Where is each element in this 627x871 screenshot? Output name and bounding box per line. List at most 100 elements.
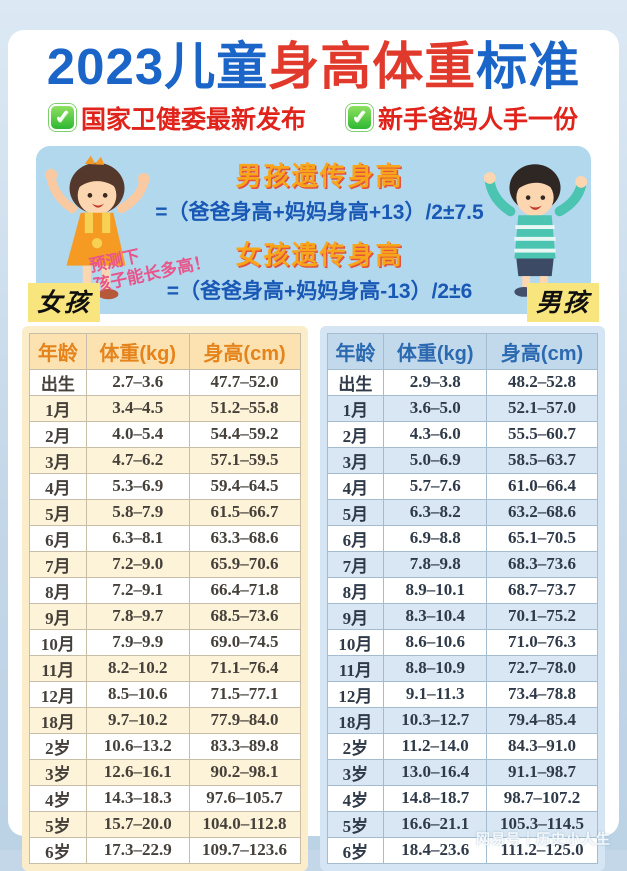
height-cell: 51.2–55.8: [188, 394, 301, 422]
height-cell: 71.1–76.4: [188, 654, 301, 682]
age-cell: 3岁: [29, 758, 87, 786]
age-cell: 5岁: [29, 810, 87, 838]
age-cell: 9月: [29, 602, 87, 630]
weight-cell: 7.9–9.9: [85, 628, 190, 656]
boys-table-panel: 年龄 体重(kg) 身高(cm) 出生 2.9–3.8 48.2–52.8 1月 3.6–5.…: [319, 325, 605, 871]
title-segment-year: 2023儿童: [46, 38, 269, 95]
table-row: 10月 7.9–9.9 69.0–74.5: [29, 628, 301, 656]
check-icon: ✓: [346, 104, 373, 132]
height-cell: 91.1–98.7: [486, 758, 598, 786]
formula-content: 男孩遗传身高 =（爸爸身高+妈妈身高+13）/2±7.5 女孩遗传身高 =（爸爸…: [148, 146, 491, 314]
column-header: 身高(cm): [188, 332, 301, 370]
table-row: 18月 10.3–12.7 79.4–85.4: [326, 706, 598, 734]
genetic-height-formula-panel: 男孩遗传身高 =（爸爸身高+妈妈身高+13）/2±7.5 女孩遗传身高 =（爸爸…: [28, 145, 599, 322]
height-cell: 71.5–77.1: [188, 680, 301, 708]
weight-cell: 18.4–23.6: [383, 836, 488, 864]
table-row: 9月 7.8–9.7 68.5–73.6: [29, 602, 301, 630]
weight-cell: 6.9–8.8: [383, 524, 488, 552]
table-row: 1月 3.6–5.0 52.1–57.0: [326, 394, 598, 422]
height-cell: 47.7–52.0: [188, 368, 301, 396]
girl-formula-equation: =（爸爸身高+妈妈身高-13）/2±6: [166, 279, 473, 303]
weight-cell: 5.3–6.9: [85, 472, 190, 500]
age-cell: 12月: [326, 680, 385, 708]
table-row: 2岁 11.2–14.0 84.3–91.0: [326, 732, 598, 760]
height-cell: 63.2–68.6: [486, 498, 598, 526]
header-row: 年龄 体重(kg) 身高(cm): [29, 332, 301, 370]
weight-cell: 13.0–16.4: [383, 758, 488, 786]
height-cell: 104.0–112.8: [188, 810, 301, 838]
age-cell: 18月: [29, 706, 87, 734]
age-cell: 7月: [29, 550, 87, 578]
weight-cell: 8.5–10.6: [85, 680, 190, 708]
age-cell: 4岁: [326, 784, 385, 812]
age-cell: 6岁: [326, 836, 385, 864]
weight-cell: 10.3–12.7: [383, 706, 488, 734]
height-cell: 109.7–123.6: [188, 836, 301, 864]
height-cell: 83.3–89.8: [188, 732, 301, 760]
height-cell: 58.5–63.7: [486, 446, 598, 474]
height-cell: 71.0–76.3: [486, 628, 598, 656]
badge-row: ✓ 国家卫健委最新发布 ✓ 新手爸妈人手一份: [22, 100, 605, 136]
table-row: 出生 2.9–3.8 48.2–52.8: [326, 368, 598, 396]
age-cell: 2月: [326, 420, 385, 448]
table-row: 出生 2.7–3.6 47.7–52.0: [29, 368, 301, 396]
age-cell: 8月: [29, 576, 87, 604]
height-cell: 61.5–66.7: [188, 498, 301, 526]
weight-cell: 6.3–8.2: [383, 498, 488, 526]
height-cell: 97.6–105.7: [188, 784, 301, 812]
age-cell: 8月: [326, 576, 385, 604]
table-row: 6岁 17.3–22.9 109.7–123.6: [29, 836, 301, 864]
weight-cell: 14.3–18.3: [85, 784, 190, 812]
age-cell: 5月: [29, 498, 87, 526]
height-cell: 79.4–85.4: [486, 706, 598, 734]
weight-cell: 3.6–5.0: [383, 394, 488, 422]
table-row: 18月 9.7–10.2 77.9–84.0: [29, 706, 301, 734]
table-row: 11月 8.8–10.9 72.7–78.0: [326, 654, 598, 682]
age-cell: 6月: [326, 524, 385, 552]
age-cell: 12月: [29, 680, 87, 708]
age-cell: 出生: [326, 368, 385, 396]
height-cell: 73.4–78.8: [486, 680, 598, 708]
height-cell: 68.3–73.6: [486, 550, 598, 578]
age-cell: 3月: [29, 446, 87, 474]
table-row: 2月 4.0–5.4 54.4–59.2: [29, 420, 301, 448]
girl-formula-title: 女孩遗传身高: [235, 239, 404, 270]
weight-cell: 8.3–10.4: [383, 602, 488, 630]
weight-cell: 5.8–7.9: [85, 498, 190, 526]
weight-cell: 8.6–10.6: [383, 628, 488, 656]
table-row: 3岁 13.0–16.4 91.1–98.7: [326, 758, 598, 786]
poster-card: 2023儿童身高体重标准 ✓ 国家卫健委最新发布 ✓ 新手爸妈人手一份: [8, 30, 619, 871]
weight-cell: 8.2–10.2: [85, 654, 190, 682]
age-cell: 7月: [326, 550, 385, 578]
boy-formula-title: 男孩遗传身高: [235, 160, 404, 191]
weight-cell: 2.7–3.6: [85, 368, 190, 396]
boy-section-label: 男孩: [526, 282, 599, 322]
height-cell: 65.1–70.5: [486, 524, 598, 552]
height-cell: 59.4–64.5: [188, 472, 301, 500]
height-cell: 68.7–73.7: [486, 576, 598, 604]
weight-cell: 15.7–20.0: [85, 810, 190, 838]
weight-cell: 4.3–6.0: [383, 420, 488, 448]
age-cell: 1月: [29, 394, 87, 422]
table-row: 6月 6.9–8.8 65.1–70.5: [326, 524, 598, 552]
height-cell: 48.2–52.8: [486, 368, 598, 396]
table-row: 4月 5.7–7.6 61.0–66.4: [326, 472, 598, 500]
age-cell: 18月: [326, 706, 385, 734]
age-cell: 5岁: [326, 810, 385, 838]
weight-cell: 16.6–21.1: [383, 810, 488, 838]
header-row: 年龄 体重(kg) 身高(cm): [326, 332, 598, 370]
weight-cell: 7.8–9.7: [85, 602, 190, 630]
weight-cell: 7.2–9.0: [85, 550, 190, 578]
age-cell: 10月: [326, 628, 385, 656]
age-cell: 6月: [29, 524, 87, 552]
table-row: 5岁 16.6–21.1 105.3–114.5: [326, 810, 598, 838]
weight-cell: 3.4–4.5: [85, 394, 190, 422]
height-cell: 72.7–78.0: [486, 654, 598, 682]
height-cell: 98.7–107.2: [486, 784, 598, 812]
age-cell: 4岁: [29, 784, 87, 812]
height-cell: 63.3–68.6: [188, 524, 301, 552]
weight-cell: 2.9–3.8: [383, 368, 488, 396]
growth-tables: 年龄 体重(kg) 身高(cm) 出生 2.7–3.6 47.7–52.0 1月 3.4–4.…: [22, 325, 605, 871]
age-cell: 4月: [29, 472, 87, 500]
watermark: 网易号｜历史小人生: [476, 831, 611, 847]
